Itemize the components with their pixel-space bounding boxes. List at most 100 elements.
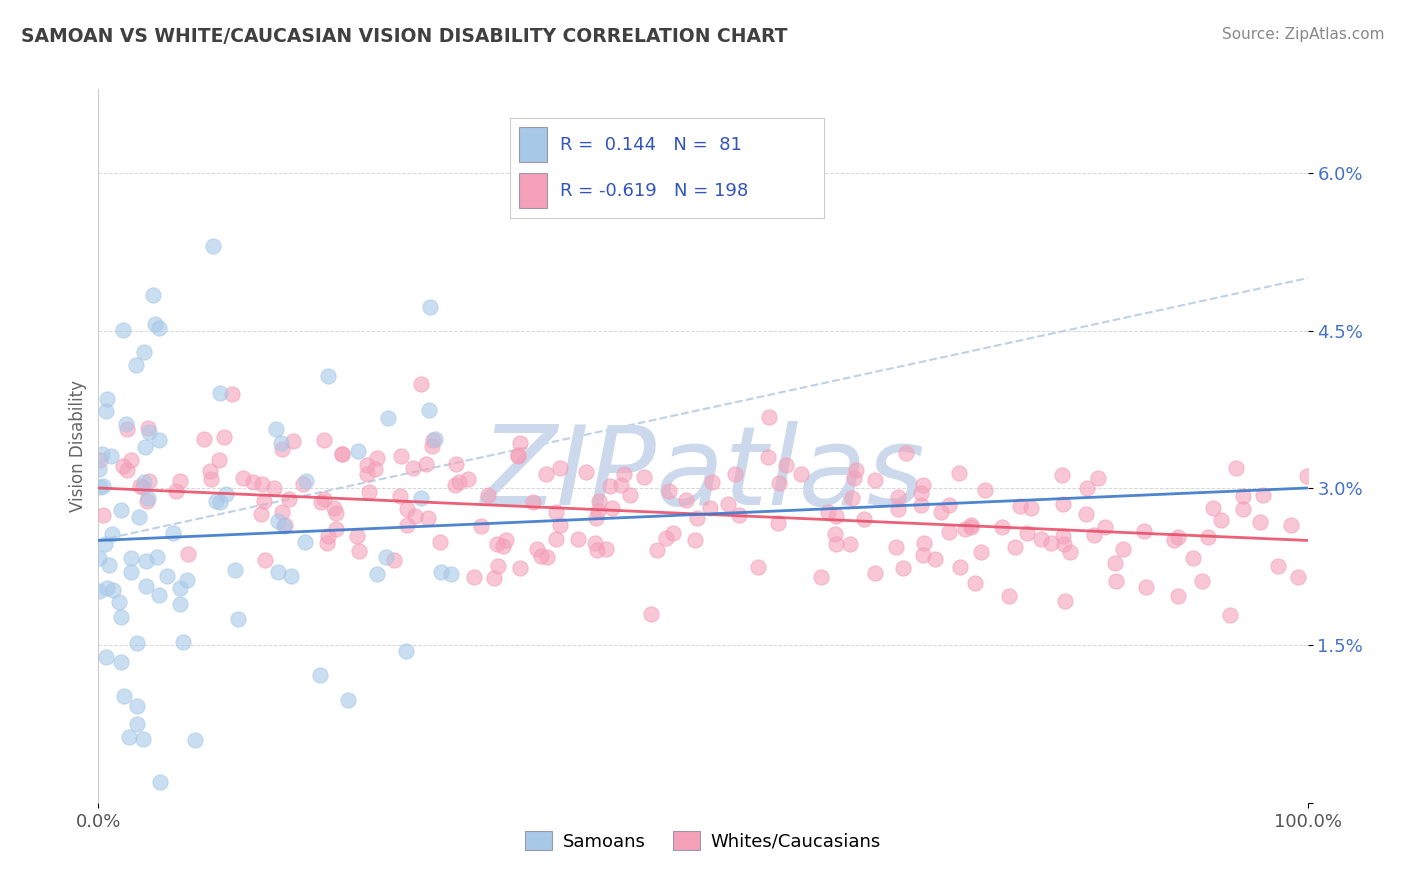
Point (366, 567, 388, 582)
Point (273, 519, 295, 533)
Point (409, 491, 432, 505)
Point (316, 529, 339, 543)
Point (423, 432, 446, 446)
Point (1111, 541, 1133, 556)
Point (548, 517, 571, 532)
Point (135, 579, 157, 593)
Point (201, 239, 224, 253)
Point (1052, 497, 1074, 511)
Point (887, 491, 910, 505)
Point (169, 597, 191, 611)
Point (482, 571, 505, 585)
Point (655, 531, 678, 545)
Point (1052, 468, 1074, 483)
Point (132, 345, 155, 359)
Point (647, 543, 669, 558)
Point (544, 533, 567, 547)
Point (938, 525, 960, 540)
Point (111, 322, 134, 336)
Point (330, 447, 353, 461)
Point (193, 433, 215, 447)
Point (177, 547, 200, 561)
Point (264, 422, 287, 436)
Point (134, 475, 156, 489)
Point (89, 551, 111, 566)
Point (508, 449, 530, 463)
Point (817, 505, 839, 519)
Point (884, 540, 907, 554)
Point (366, 450, 388, 465)
Point (619, 487, 641, 501)
Point (205, 494, 228, 508)
Point (138, 474, 160, 488)
Point (536, 549, 558, 564)
Point (544, 505, 567, 519)
Point (1249, 515, 1271, 529)
Point (94, 650, 117, 665)
Point (1052, 529, 1074, 543)
Point (567, 532, 589, 546)
Point (852, 512, 875, 526)
Point (363, 462, 385, 476)
Point (155, 569, 177, 583)
Point (825, 536, 848, 550)
Point (250, 507, 273, 521)
Point (267, 514, 290, 528)
Point (120, 453, 142, 467)
Point (1167, 589, 1189, 603)
Point (440, 567, 463, 582)
Point (530, 549, 553, 563)
Point (108, 594, 131, 608)
Point (1225, 461, 1247, 475)
Point (146, 549, 169, 564)
Point (143, 317, 166, 331)
Point (396, 502, 419, 516)
Point (953, 522, 976, 536)
Point (1054, 594, 1077, 608)
Point (101, 527, 124, 541)
Point (959, 518, 981, 533)
Point (841, 491, 863, 506)
Legend: Samoans, Whites/Caucasians: Samoans, Whites/Caucasians (517, 824, 889, 858)
Point (1076, 481, 1098, 495)
Point (495, 533, 517, 547)
Point (271, 505, 294, 519)
Point (148, 434, 170, 448)
Point (388, 489, 411, 503)
Point (485, 537, 508, 551)
Point (325, 507, 347, 521)
Point (1232, 502, 1254, 516)
Point (842, 471, 865, 485)
Point (824, 526, 846, 541)
Point (998, 589, 1021, 603)
Point (583, 536, 606, 550)
Point (429, 534, 451, 549)
Point (1104, 557, 1126, 571)
Point (280, 569, 302, 583)
Point (346, 443, 368, 458)
Point (402, 460, 425, 475)
Point (214, 429, 236, 443)
Point (274, 517, 297, 532)
Point (118, 730, 141, 744)
Point (110, 609, 132, 624)
Point (149, 774, 172, 789)
Point (1040, 536, 1063, 550)
Point (595, 542, 617, 557)
Point (125, 635, 148, 649)
Point (316, 536, 339, 550)
Point (89, 480, 111, 494)
Point (1232, 490, 1254, 504)
Point (699, 501, 721, 516)
Point (1267, 558, 1289, 573)
Point (526, 542, 548, 557)
Point (148, 588, 170, 602)
Point (115, 422, 138, 436)
Text: SAMOAN VS WHITE/CAUCASIAN VISION DISABILITY CORRELATION CHART: SAMOAN VS WHITE/CAUCASIAN VISION DISABIL… (21, 27, 787, 45)
Point (716, 497, 738, 511)
Point (959, 519, 981, 533)
Point (457, 472, 479, 486)
Point (281, 434, 304, 449)
Point (683, 533, 706, 547)
Point (575, 465, 598, 479)
